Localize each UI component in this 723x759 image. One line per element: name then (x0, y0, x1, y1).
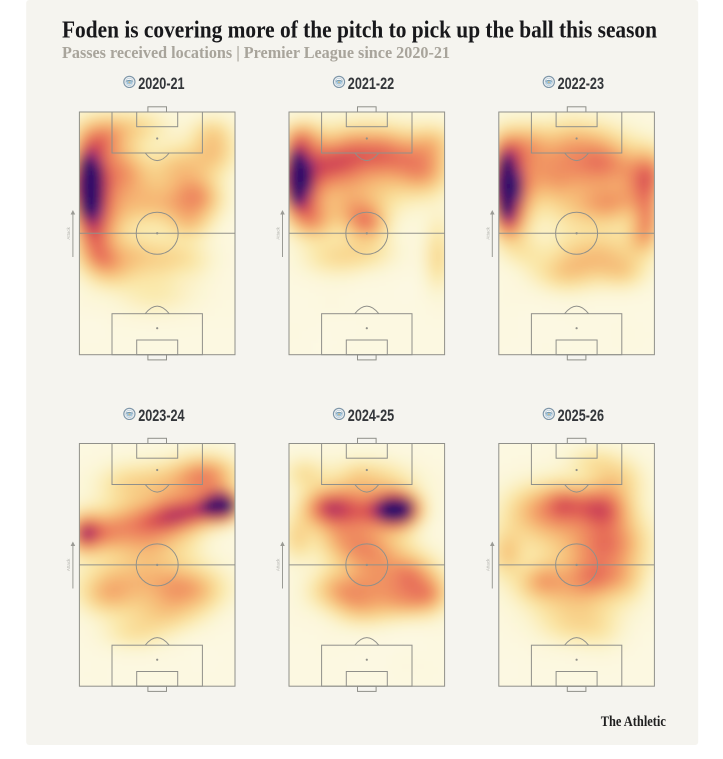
svg-text:2023-24: 2023-24 (138, 406, 185, 425)
svg-text:2020-21: 2020-21 (138, 74, 184, 93)
svg-text:2021-22: 2021-22 (348, 74, 394, 93)
svg-text:The Athletic: The Athletic (601, 714, 667, 730)
svg-text:Attack: Attack (276, 226, 281, 239)
svg-text:Attack: Attack (485, 558, 490, 571)
svg-text:2022-23: 2022-23 (558, 74, 604, 93)
svg-text:2025-26: 2025-26 (558, 406, 604, 425)
svg-text:2024-25: 2024-25 (348, 406, 394, 425)
svg-text:Attack: Attack (485, 226, 490, 239)
svg-text:Attack: Attack (66, 226, 71, 239)
svg-text:Foden is covering more of the: Foden is covering more of the pitch to p… (62, 17, 657, 44)
svg-text:Passes received locations | Pr: Passes received locations | Premier Leag… (62, 43, 450, 62)
svg-text:Attack: Attack (276, 558, 281, 571)
svg-text:Attack: Attack (66, 558, 71, 571)
